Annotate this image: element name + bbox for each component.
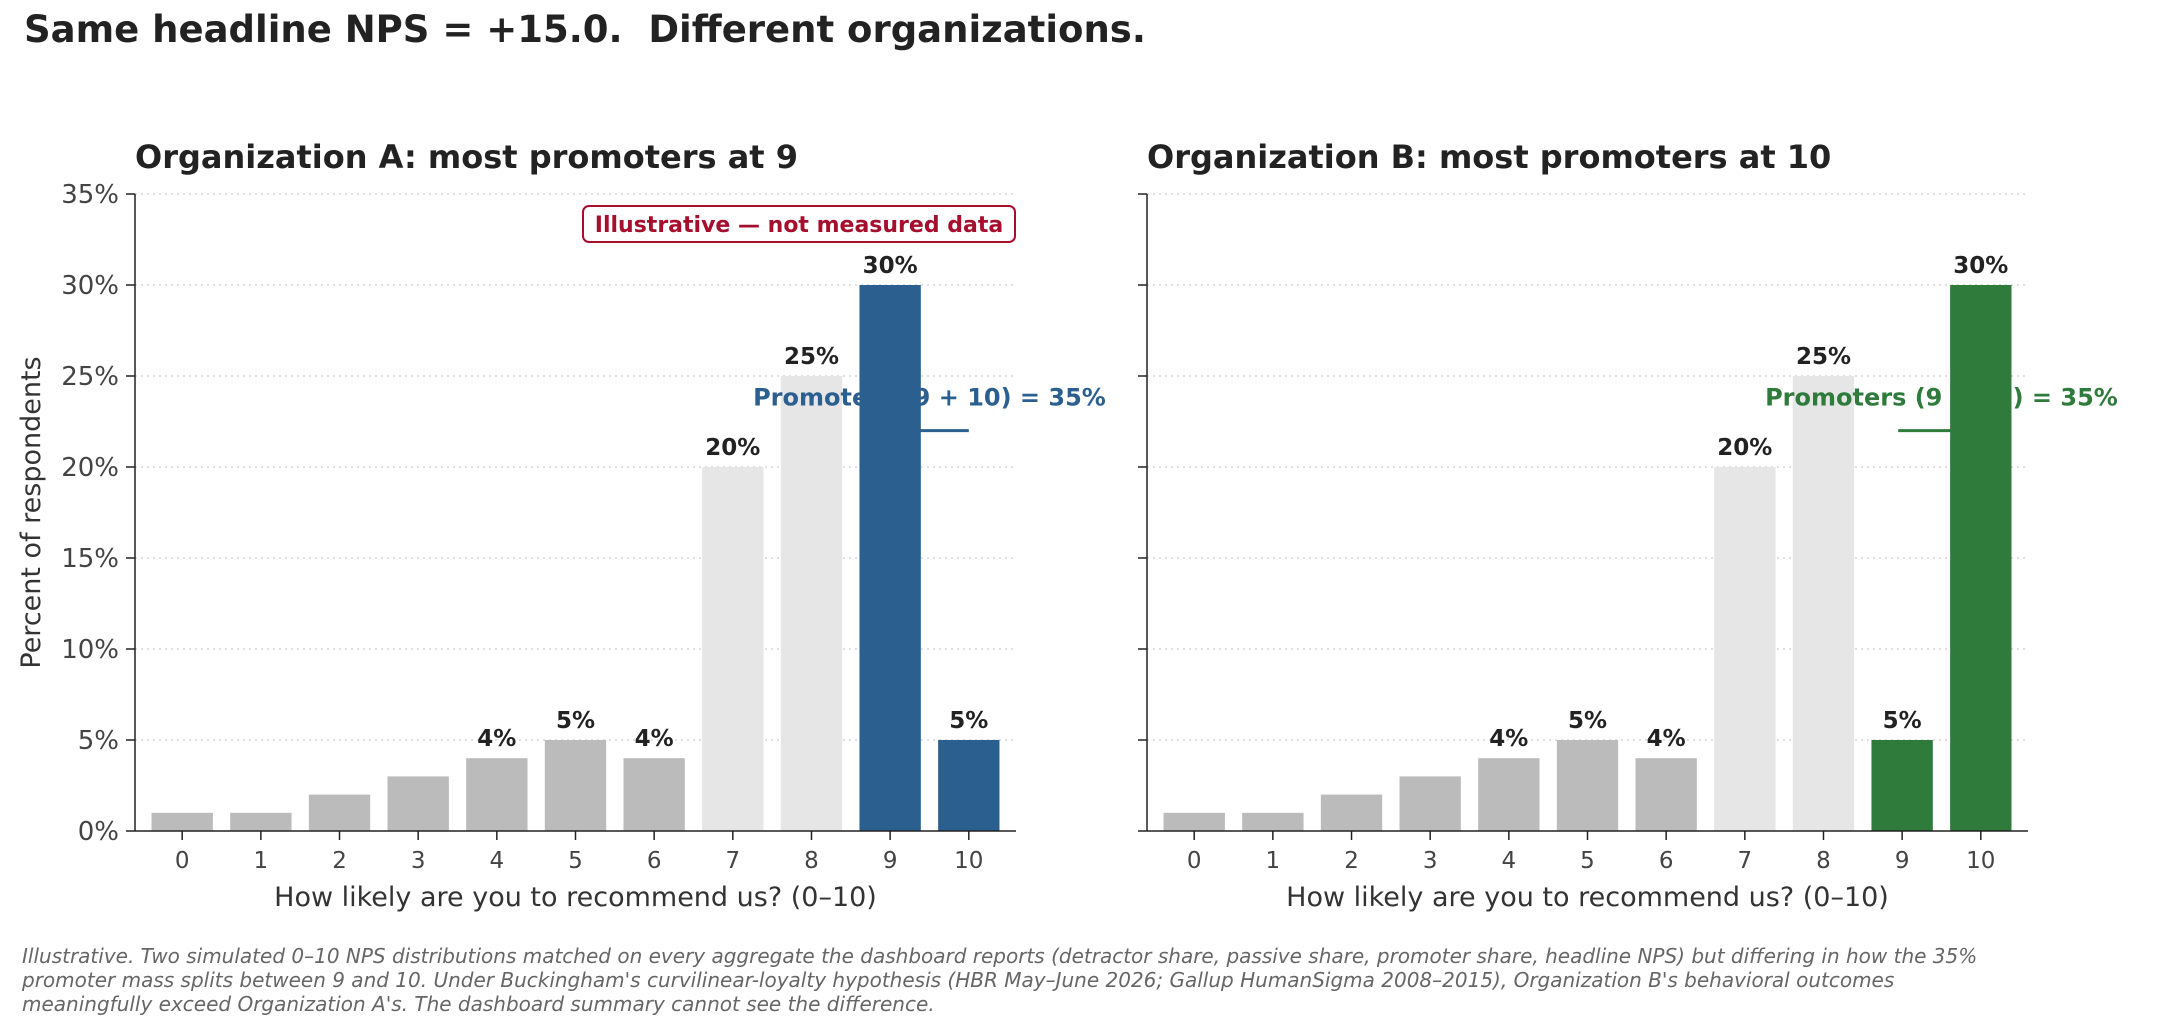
x-tick-label: 10 xyxy=(954,848,983,874)
data-label: 4% xyxy=(1647,726,1686,752)
y-tick-label: 25% xyxy=(61,362,119,392)
y-tick-label: 20% xyxy=(61,453,119,483)
x-axis-label: How likely are you to recommend us? (0–1… xyxy=(1286,882,1889,913)
data-label: 4% xyxy=(1489,726,1528,752)
chart-panel-b: 0 1 2 3 4% 4 5% 5 4% 6 20% 7 25% 8 5% 9 30% 10 Organizatio… xyxy=(1138,138,2118,913)
x-tick-label: 4 xyxy=(490,848,505,874)
x-tick-label: 9 xyxy=(1895,848,1910,874)
data-label: 4% xyxy=(477,726,516,752)
caption-line: Illustrative. Two simulated 0–10 NPS dis… xyxy=(22,944,1978,968)
x-tick-label: 10 xyxy=(1966,848,1995,874)
data-label: 5% xyxy=(949,708,988,734)
x-tick-label: 3 xyxy=(411,848,426,874)
y-axis-label: Percent of respondents xyxy=(16,356,47,668)
x-tick-label: 6 xyxy=(647,848,662,874)
y-tick-label: 35% xyxy=(61,180,119,210)
x-tick-label: 2 xyxy=(332,848,347,874)
data-label: 4% xyxy=(635,726,674,752)
figure-title: Same headline NPS = +15.0. Different org… xyxy=(24,8,1146,51)
bar xyxy=(1399,776,1461,831)
nps-charts: 0%5%10%15%20%25%30%35%0 1 2 34%45%54%620%72… xyxy=(16,138,2118,913)
x-axis-label: How likely are you to recommend us? (0–1… xyxy=(274,882,877,913)
x-tick-label: 5 xyxy=(568,848,583,874)
bar xyxy=(1478,758,1540,831)
y-tick-label: 5% xyxy=(78,726,119,756)
figure-caption: Illustrative. Two simulated 0–10 NPS dis… xyxy=(22,944,2152,1016)
x-tick-label: 9 xyxy=(883,848,898,874)
x-tick-label: 0 xyxy=(175,848,190,874)
data-label: 5% xyxy=(556,708,595,734)
bar xyxy=(1556,740,1619,831)
bar xyxy=(780,376,843,831)
data-label: 25% xyxy=(784,344,839,370)
y-tick-label: 0% xyxy=(78,817,119,847)
bar xyxy=(938,740,1000,831)
data-label: 20% xyxy=(1717,435,1772,461)
x-tick-label: 4 xyxy=(1502,848,1517,874)
chart-panel-a: 0% 5% 10% 15% 20% 25% 30% 35% 0 1 2 3 4% 4 5% 5 4% 6 20% 7 2… xyxy=(16,138,1106,913)
data-label: 30% xyxy=(1953,253,2008,279)
bar xyxy=(151,812,213,831)
x-tick-label: 6 xyxy=(1659,848,1674,874)
x-tick-label: 8 xyxy=(804,848,819,874)
data-label: 5% xyxy=(1883,708,1922,734)
chart-title: Organization A: most promoters at 9 xyxy=(135,138,798,176)
x-tick-label: 5 xyxy=(1580,848,1595,874)
y-tick-label: 15% xyxy=(61,544,119,574)
bar xyxy=(466,758,528,831)
bar xyxy=(387,776,449,831)
bar xyxy=(308,794,371,831)
illustrative-badge-label: Illustrative — not measured data xyxy=(595,213,1003,238)
caption-line: meaningfully exceed Organization A's. Th… xyxy=(22,992,935,1016)
bar xyxy=(623,758,685,831)
x-tick-label: 2 xyxy=(1344,848,1359,874)
data-label: 25% xyxy=(1796,344,1851,370)
x-tick-label: 7 xyxy=(1738,848,1753,874)
promoter-annotation: Promoters (9 + 10) = 35% xyxy=(753,384,1106,412)
bar xyxy=(859,285,921,831)
chart-title: Organization B: most promoters at 10 xyxy=(1147,138,1831,176)
x-tick-label: 1 xyxy=(1266,848,1281,874)
x-tick-label: 0 xyxy=(1187,848,1202,874)
data-label: 30% xyxy=(863,253,918,279)
y-tick-label: 30% xyxy=(61,271,119,301)
x-tick-label: 8 xyxy=(1816,848,1831,874)
x-tick-label: 1 xyxy=(254,848,269,874)
y-tick-label: 10% xyxy=(61,635,119,665)
bar xyxy=(1950,285,2012,831)
bar xyxy=(1714,467,1776,831)
bar xyxy=(1792,376,1855,831)
x-tick-label: 3 xyxy=(1423,848,1438,874)
bar xyxy=(1320,794,1383,831)
data-label: 5% xyxy=(1568,708,1607,734)
bar xyxy=(1635,758,1697,831)
x-tick-label: 7 xyxy=(726,848,741,874)
bar xyxy=(1871,740,1933,831)
illustrative-badge xyxy=(582,205,1016,243)
caption-line: promoter mass splits between 9 and 10. U… xyxy=(22,968,1895,992)
bar xyxy=(544,740,607,831)
promoter-annotation: Promoters (9 + 10) = 35% xyxy=(1765,384,2118,412)
bar xyxy=(1163,812,1225,831)
data-label: 20% xyxy=(705,435,760,461)
bar xyxy=(702,467,764,831)
bar xyxy=(230,812,292,831)
bar xyxy=(1242,812,1304,831)
